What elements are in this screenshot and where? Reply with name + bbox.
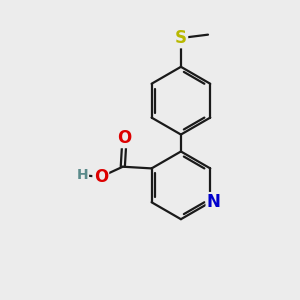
Text: O: O — [94, 168, 108, 186]
Text: N: N — [207, 193, 221, 211]
Text: S: S — [175, 29, 187, 47]
Text: H: H — [76, 168, 88, 182]
Text: O: O — [117, 129, 132, 147]
